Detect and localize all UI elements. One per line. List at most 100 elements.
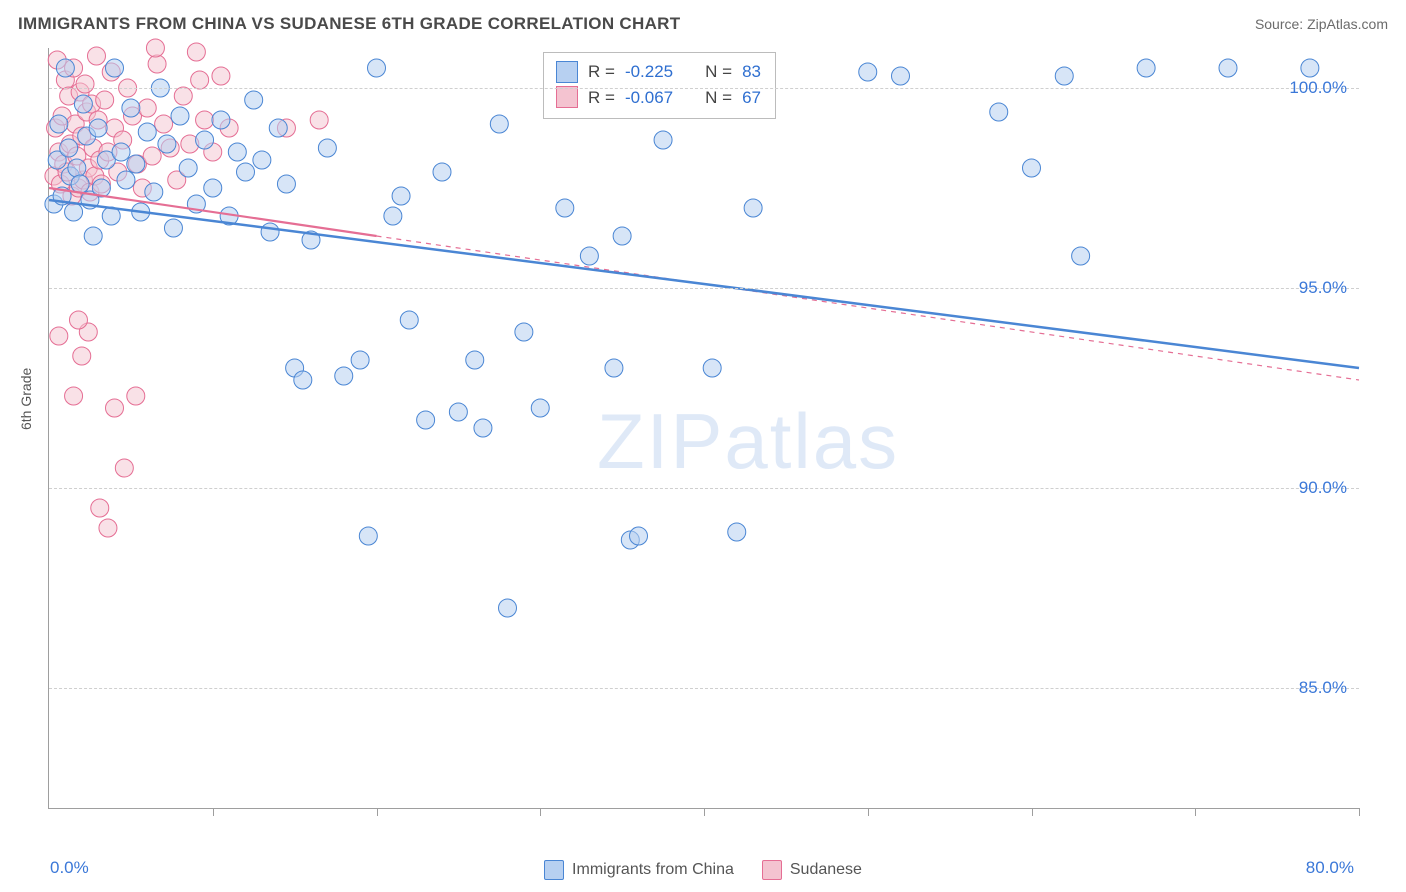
legend-label: Sudanese [790,861,862,879]
scatter-point-pink [73,347,91,365]
x-tick [377,808,378,816]
legend-label: Immigrants from China [572,861,734,879]
scatter-point-pink [138,99,156,117]
scatter-point-pink [187,43,205,61]
scatter-point-blue [654,131,672,149]
scatter-point-blue [368,59,386,77]
scatter-point-blue [318,139,336,157]
scatter-point-blue [253,151,271,169]
trend-line-pink-extrapolated [377,236,1360,380]
scatter-point-blue [728,523,746,541]
scatter-point-blue [474,419,492,437]
scatter-point-pink [212,67,230,85]
scatter-point-pink [76,75,94,93]
scatter-point-blue [433,163,451,181]
scatter-point-blue [466,351,484,369]
scatter-point-pink [127,387,145,405]
scatter-point-blue [122,99,140,117]
scatter-point-pink [143,147,161,165]
scatter-point-blue [1055,67,1073,85]
stat-swatch-pink [556,86,578,108]
scatter-point-blue [261,223,279,241]
legend-item-blue: Immigrants from China [544,860,734,880]
chart-header: IMMIGRANTS FROM CHINA VS SUDANESE 6TH GR… [18,14,1388,34]
scatter-point-blue [1219,59,1237,77]
scatter-point-blue [449,403,467,421]
scatter-point-blue [277,175,295,193]
scatter-point-pink [50,327,68,345]
scatter-point-blue [212,111,230,129]
scatter-point-pink [310,111,328,129]
scatter-point-pink [148,55,166,73]
scatter-point-blue [556,199,574,217]
scatter-point-blue [117,171,135,189]
scatter-point-blue [138,123,156,141]
scatter-point-blue [145,183,163,201]
scatter-point-blue [68,159,86,177]
y-axis-label: 6th Grade [18,368,34,430]
scatter-point-pink [91,499,109,517]
scatter-point-blue [127,155,145,173]
scatter-point-blue [703,359,721,377]
x-tick [1359,808,1360,816]
scatter-point-blue [294,371,312,389]
scatter-point-blue [400,311,418,329]
scatter-point-blue [56,59,74,77]
scatter-point-blue [84,227,102,245]
scatter-point-pink [87,47,105,65]
x-tick [213,808,214,816]
scatter-point-pink [69,311,87,329]
chart-source: Source: ZipAtlas.com [1255,16,1388,32]
scatter-point-blue [65,203,83,221]
scatter-point-pink [115,459,133,477]
scatter-point-blue [50,115,68,133]
scatter-point-blue [112,143,130,161]
stat-r-label: R = [588,59,615,85]
y-tick-label: 95.0% [1299,278,1347,298]
stat-r-value: -0.225 [625,59,673,85]
scatter-point-blue [179,159,197,177]
scatter-point-pink [155,115,173,133]
scatter-point-blue [515,323,533,341]
stat-n-value: 83 [742,59,761,85]
scatter-point-pink [191,71,209,89]
y-tick-label: 100.0% [1289,78,1347,98]
stat-n-label: N = [705,59,732,85]
scatter-point-blue [359,527,377,545]
scatter-point-blue [245,91,263,109]
x-tick [704,808,705,816]
scatter-point-blue [392,187,410,205]
chart-svg [49,48,1359,808]
plot-area: ZIPatlas R = -0.225N = 83R = -0.067N = 6… [48,48,1359,809]
scatter-point-blue [237,163,255,181]
scatter-point-blue [892,67,910,85]
source-label: Source: [1255,16,1307,32]
scatter-point-blue [630,527,648,545]
legend-swatch-blue [544,860,564,880]
x-tick [1195,808,1196,816]
scatter-point-blue [859,63,877,81]
scatter-point-blue [228,143,246,161]
scatter-point-blue [384,207,402,225]
scatter-point-pink [174,87,192,105]
scatter-point-blue [171,107,189,125]
scatter-point-blue [417,411,435,429]
trend-line-blue [49,200,1359,368]
gridline [49,88,1359,89]
scatter-point-blue [335,367,353,385]
scatter-point-blue [269,119,287,137]
scatter-point-blue [531,399,549,417]
scatter-point-pink [65,387,83,405]
scatter-point-pink [196,111,214,129]
scatter-point-blue [196,131,214,149]
scatter-point-blue [580,247,598,265]
source-name: ZipAtlas.com [1307,16,1388,32]
scatter-point-blue [106,59,124,77]
scatter-point-blue [351,351,369,369]
scatter-point-blue [74,95,92,113]
scatter-point-pink [146,39,164,57]
x-tick [868,808,869,816]
stat-swatch-blue [556,61,578,83]
correlation-stat-box: R = -0.225N = 83R = -0.067N = 67 [543,52,776,119]
scatter-point-pink [96,91,114,109]
